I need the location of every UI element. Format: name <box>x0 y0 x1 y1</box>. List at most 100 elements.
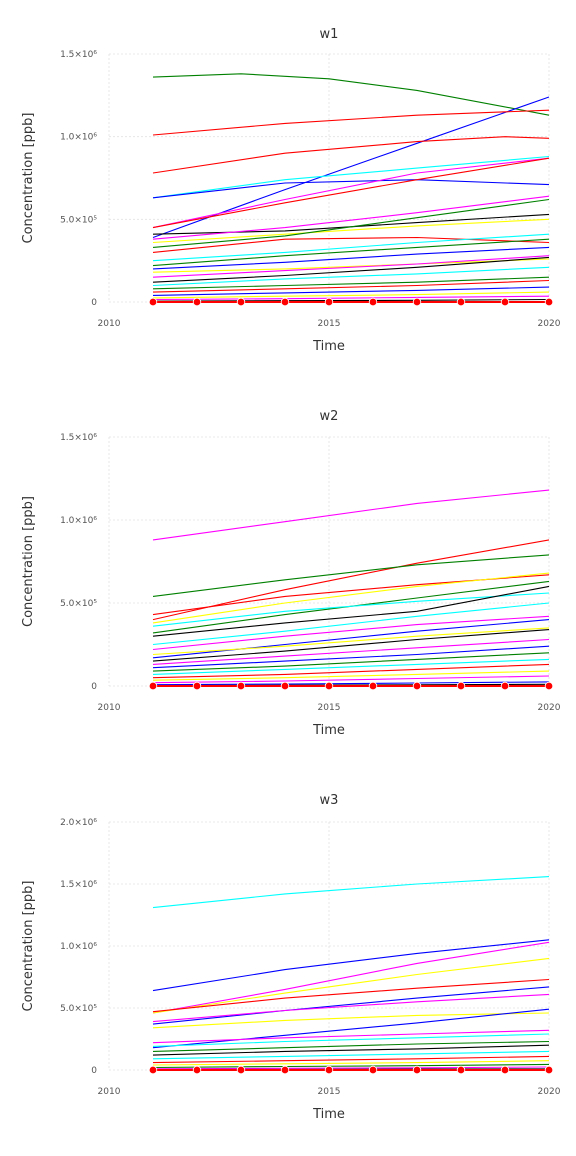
marker-point <box>236 297 246 307</box>
series-line <box>152 155 550 199</box>
series-line <box>152 957 550 1014</box>
x-tick-label: 2015 <box>318 1087 341 1097</box>
series-line <box>152 1066 550 1070</box>
marker-point <box>368 1065 378 1075</box>
marker-point <box>544 681 554 691</box>
marker-point <box>192 297 202 307</box>
series-line <box>152 73 550 116</box>
series-line <box>152 592 550 627</box>
series-line <box>152 213 550 235</box>
marker-point <box>324 297 334 307</box>
marker-point <box>324 1065 334 1075</box>
y-axis-label: Concentration [ppb] <box>21 881 36 1012</box>
series-line <box>152 1060 550 1066</box>
series-line <box>152 629 550 662</box>
series-line <box>152 246 550 270</box>
marker-point <box>148 1065 158 1075</box>
series-line <box>152 539 550 621</box>
series-line <box>152 109 550 136</box>
series-line <box>152 652 550 672</box>
series-line <box>152 236 550 253</box>
marker-point <box>412 681 422 691</box>
series-line <box>152 1055 550 1064</box>
series-line <box>152 195 550 240</box>
series-line <box>152 218 550 244</box>
y-tick-label: 0 <box>91 298 97 308</box>
marker-point <box>192 681 202 691</box>
series-line <box>152 619 550 659</box>
y-axis-label: Concentration [ppb] <box>21 113 36 244</box>
x-tick-label: 2015 <box>318 703 341 713</box>
series-line <box>152 136 550 174</box>
series-line <box>152 157 550 229</box>
series-line <box>152 258 550 273</box>
series-line <box>152 198 550 248</box>
y-axis-label: Concentration [ppb] <box>21 496 36 627</box>
series-line <box>152 939 550 992</box>
y-tick-label: 0 <box>91 1066 97 1076</box>
series-line <box>152 255 550 278</box>
marker-point <box>324 681 334 691</box>
series-line <box>152 256 550 283</box>
marker-point <box>500 1065 510 1075</box>
series-line <box>152 645 550 669</box>
y-tick-label: 5.0×10⁵ <box>60 215 97 225</box>
series-line <box>152 554 550 597</box>
x-tick-label: 2010 <box>98 1087 121 1097</box>
marker-point <box>280 681 290 691</box>
series-line <box>152 1063 550 1069</box>
series-line <box>152 298 550 302</box>
series-line <box>152 986 550 1025</box>
marker-point <box>368 681 378 691</box>
series-line <box>152 279 550 293</box>
x-tick-label: 2020 <box>538 319 561 329</box>
y-tick-label: 2.0×10⁶ <box>60 818 97 828</box>
marker-point <box>192 1065 202 1075</box>
y-tick-label: 0 <box>91 682 97 692</box>
marker-point <box>236 1065 246 1075</box>
chart-title: w1 <box>320 27 339 42</box>
series-line <box>152 295 550 301</box>
y-tick-label: 1.5×10⁶ <box>60 50 97 60</box>
series-line <box>152 675 550 684</box>
series-line <box>152 1050 550 1060</box>
chart-panel-w1: 0 5.0×10⁵ 1.0×10⁶ 1.5×10⁶ 2010 2015 2020 w1 Time… <box>21 27 561 354</box>
series-line <box>152 978 550 1013</box>
y-tick-label: 1.0×10⁶ <box>60 133 97 143</box>
series-line <box>152 572 550 624</box>
series-line <box>152 489 550 541</box>
marker-point <box>148 681 158 691</box>
marker-point <box>412 1065 422 1075</box>
y-tick-label: 5.0×10⁵ <box>60 1004 97 1014</box>
series-line <box>152 627 550 656</box>
y-tick-label: 1.0×10⁶ <box>60 516 97 526</box>
marker-point <box>280 297 290 307</box>
x-tick-label: 2015 <box>318 319 341 329</box>
y-tick-label: 1.5×10⁶ <box>60 880 97 890</box>
x-axis-label: Time <box>312 339 345 354</box>
series-line <box>152 1044 550 1056</box>
series-line <box>152 1029 550 1044</box>
series-line <box>152 602 550 646</box>
marker-point <box>456 681 466 691</box>
marker-point <box>280 1065 290 1075</box>
series-line <box>152 993 550 1023</box>
marker-point <box>544 1065 554 1075</box>
series-line <box>152 670 550 681</box>
series-line <box>152 286 550 296</box>
series-line <box>152 1012 550 1029</box>
series-line <box>152 238 550 267</box>
series-line <box>152 638 550 665</box>
marker-point <box>456 297 466 307</box>
chart-panel-w2: 0 5.0×10⁵ 1.0×10⁶ 1.5×10⁶ 2010 2015 2020 w2 Time… <box>21 409 561 738</box>
series-line <box>152 276 550 290</box>
marker-point <box>544 297 554 307</box>
x-tick-label: 2020 <box>538 1087 561 1097</box>
series-line <box>152 615 550 651</box>
marker-point <box>368 297 378 307</box>
x-tick-label: 2010 <box>98 703 121 713</box>
series-line <box>152 266 550 287</box>
x-axis-label: Time <box>312 1107 345 1122</box>
